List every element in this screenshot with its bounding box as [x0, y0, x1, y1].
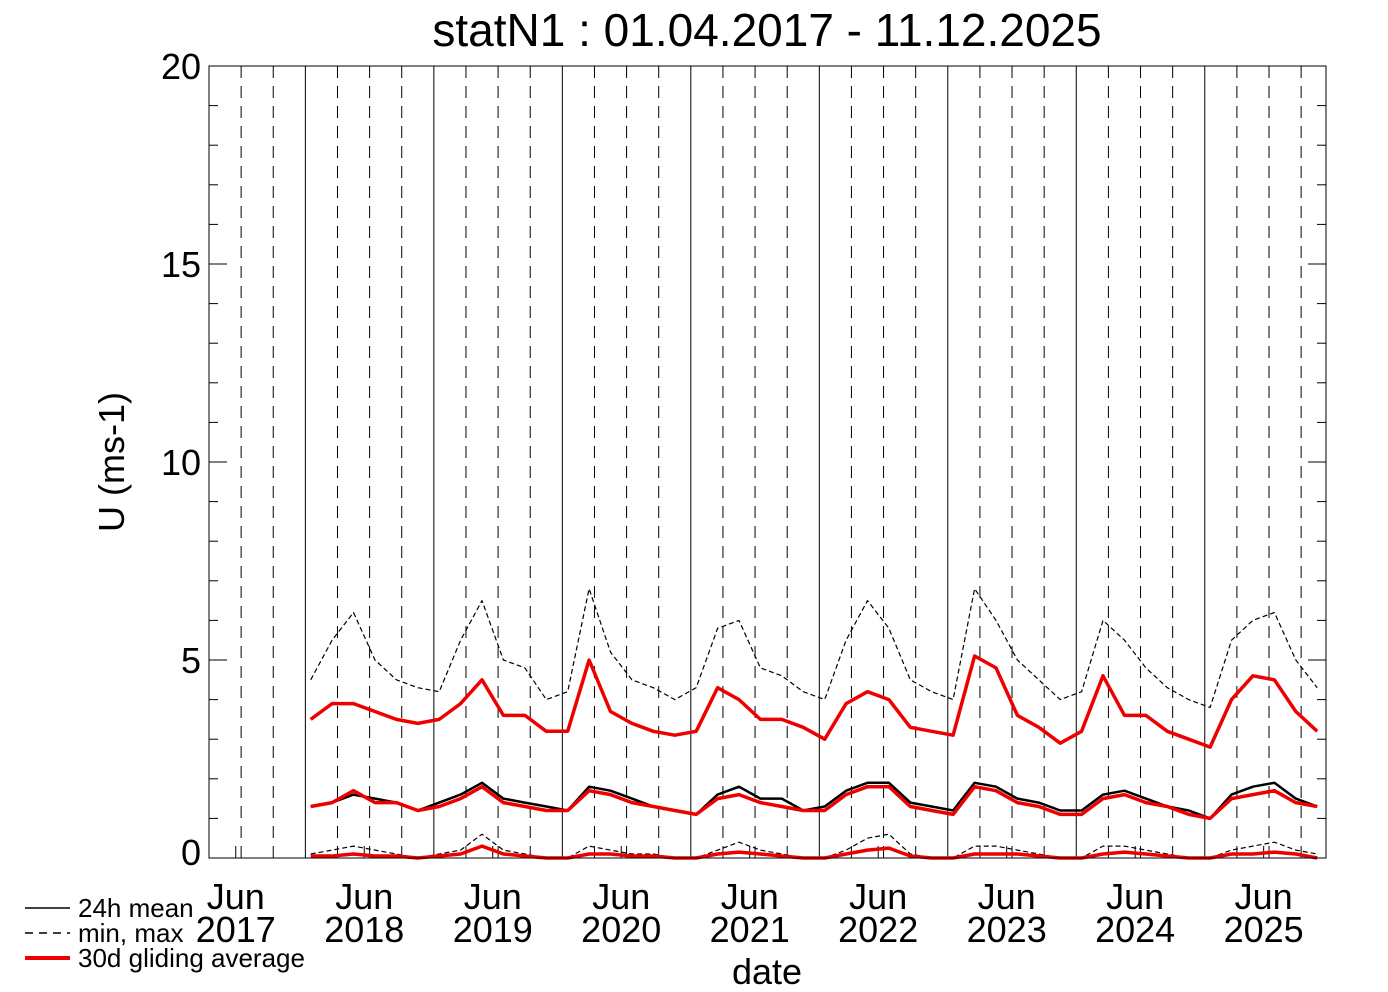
series-line [310, 588, 1318, 709]
y-tick-label: 0 [181, 832, 201, 873]
chart-title: statN1 : 01.04.2017 - 11.12.2025 [432, 4, 1101, 56]
legend-label: min, max [78, 918, 183, 948]
x-tick-label: Jun 2024 [1095, 876, 1175, 950]
average-line [310, 784, 1318, 821]
average-line [309, 654, 1319, 749]
average-line [310, 844, 1318, 860]
y-tick-label: 10 [161, 442, 201, 483]
y-tick-label: 15 [161, 244, 201, 285]
x-tick-label: Jun 2018 [324, 876, 404, 950]
x-tick-label: Jun 2017 [196, 876, 276, 950]
y-tick-label: 5 [181, 640, 201, 681]
y-tick-label: 20 [161, 46, 201, 87]
x-tick-label: Jun 2022 [838, 876, 918, 950]
x-tick-label: Jun 2025 [1224, 876, 1304, 950]
legend-label: 30d gliding average [78, 943, 305, 973]
series-line [310, 781, 1318, 820]
x-axis-label: date [732, 951, 802, 992]
y-axis-label: U (ms-1) [91, 392, 132, 532]
plot-frame [208, 65, 1327, 859]
series-line [310, 833, 1318, 859]
x-tick-label: Jun 2019 [453, 876, 533, 950]
x-tick-label: Jun 2020 [581, 876, 661, 950]
x-tick-label: Jun 2023 [967, 876, 1047, 950]
legend-label: 24h mean [78, 893, 194, 923]
x-tick-label: Jun 2021 [710, 876, 790, 950]
